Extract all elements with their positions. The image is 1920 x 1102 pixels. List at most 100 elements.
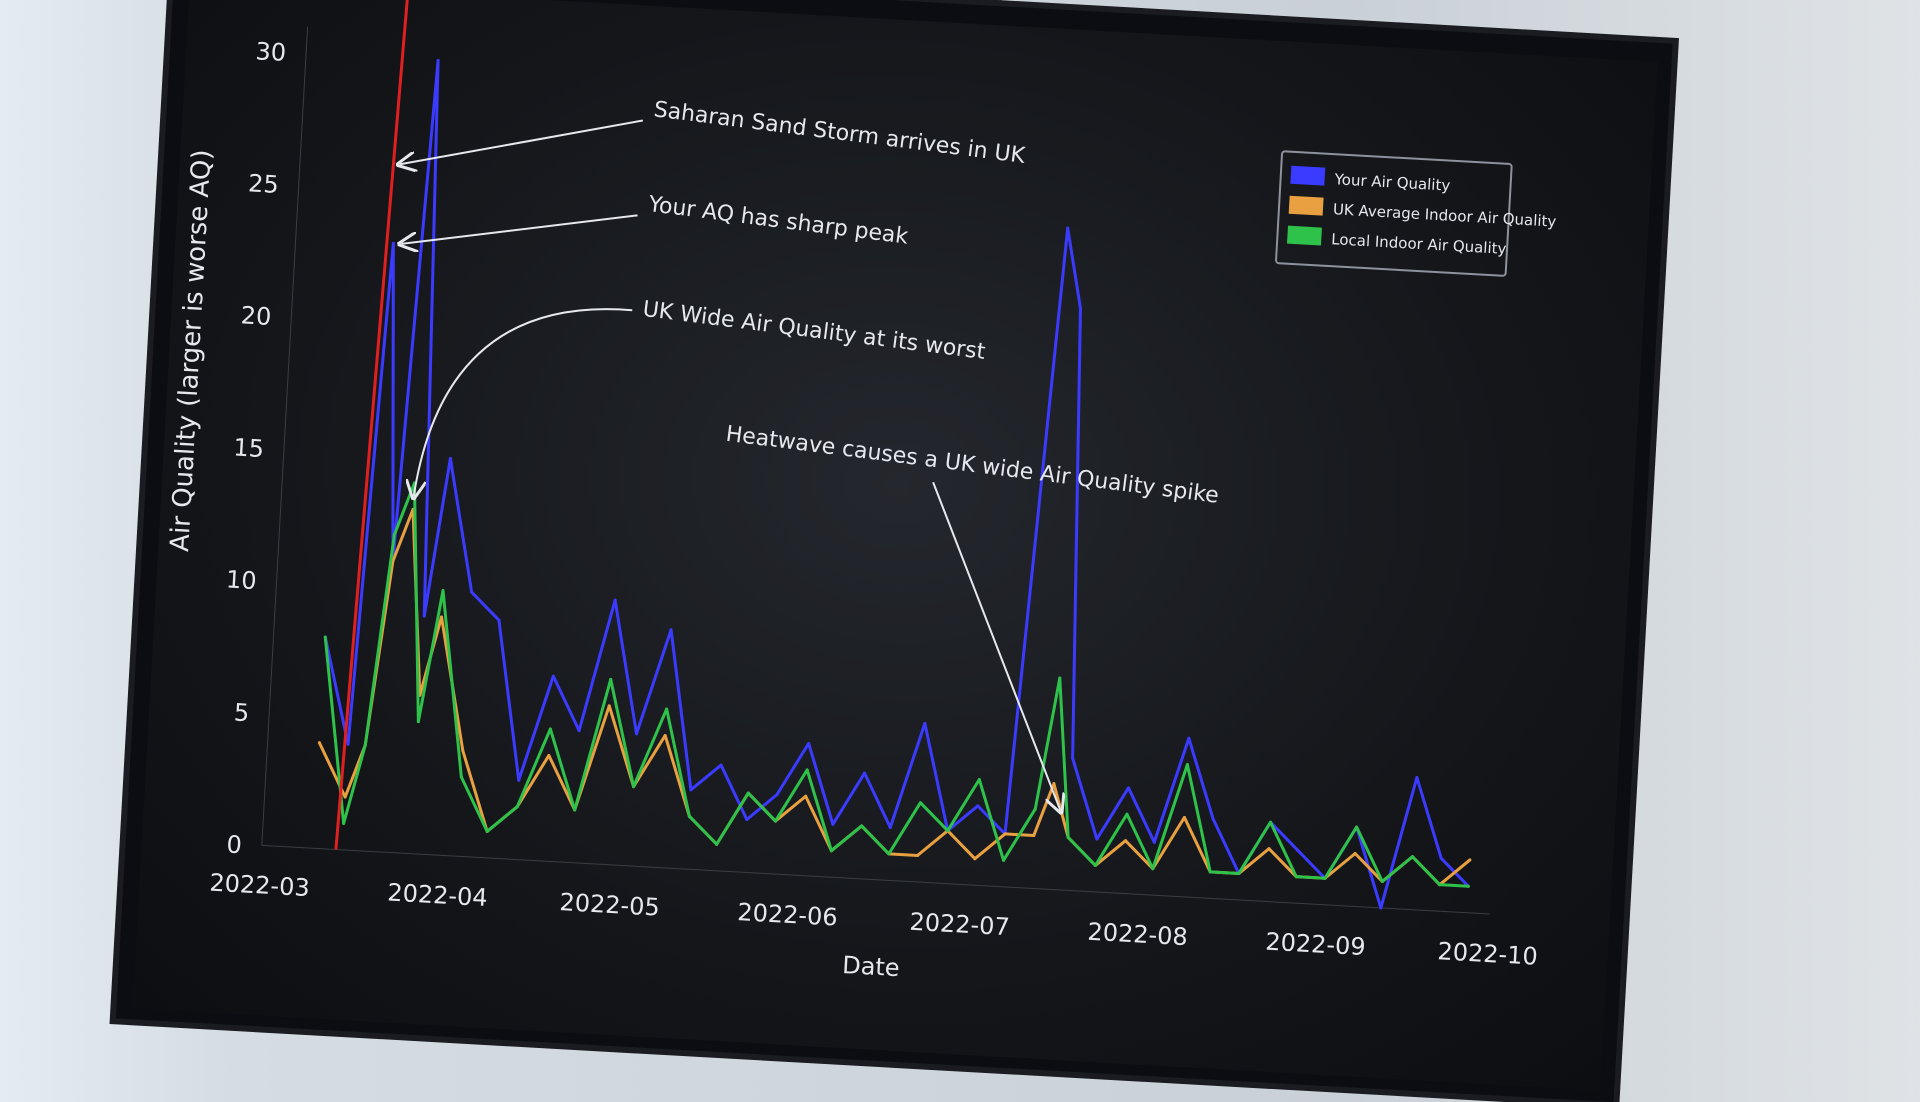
data-point <box>1002 858 1006 862</box>
x-tick-label: 2022-10 <box>1437 937 1539 971</box>
x-axis-label: Date <box>842 951 901 982</box>
data-point <box>607 704 611 708</box>
x-tick-label: 2022-09 <box>1265 928 1367 962</box>
data-point <box>1211 817 1215 821</box>
data-point <box>918 801 922 805</box>
data-point <box>1066 835 1070 839</box>
data-point <box>829 849 833 853</box>
data-point <box>1208 870 1212 874</box>
data-point <box>1182 815 1186 819</box>
annotation-arrow <box>932 481 1078 810</box>
data-point <box>1185 763 1189 767</box>
data-point <box>775 793 779 797</box>
monitor-screen: 0 5 10 15 20 25 30 2022-03 2022-04 2022-05 2022-06… <box>132 0 1658 1091</box>
data-point <box>1296 848 1300 852</box>
data-point <box>915 854 919 858</box>
y-tick-label: 5 <box>233 698 250 727</box>
data-point <box>1410 855 1414 859</box>
data-point <box>343 795 347 799</box>
data-point <box>1438 883 1442 887</box>
x-axis <box>261 844 1490 915</box>
data-point <box>807 741 811 745</box>
data-point <box>577 729 581 733</box>
legend-box <box>1275 150 1513 277</box>
data-point <box>632 785 636 789</box>
data-point <box>715 842 719 846</box>
legend-swatch <box>1290 165 1326 186</box>
data-point <box>1353 851 1357 855</box>
data-point <box>422 614 426 618</box>
data-point <box>1071 756 1075 760</box>
data-point <box>1237 871 1241 875</box>
data-point <box>1267 847 1271 851</box>
data-point <box>1125 812 1129 816</box>
data-point <box>346 742 350 746</box>
y-tick-label: 15 <box>233 433 265 463</box>
legend-label: UK Average Indoor Air Quality <box>1332 200 1556 230</box>
data-point <box>1033 807 1037 811</box>
data-point <box>1078 306 1082 310</box>
data-point <box>1127 786 1131 790</box>
air-quality-chart: 0 5 10 15 20 25 30 2022-03 2022-04 2022-05 2022-06… <box>165 0 1557 982</box>
data-point <box>497 618 501 622</box>
data-point <box>860 824 864 828</box>
x-tick-label: 2022-07 <box>909 908 1011 942</box>
data-point <box>946 829 950 833</box>
data-point <box>342 821 346 825</box>
data-point <box>440 615 444 619</box>
data-point <box>392 533 396 537</box>
annotation-arrow <box>414 308 633 507</box>
data-point <box>746 791 750 795</box>
annotation-text: UK Wide Air Quality at its worst <box>641 297 987 365</box>
legend-swatch <box>1288 195 1324 216</box>
data-point <box>1269 820 1273 824</box>
legend-label: Your Air Quality <box>1333 170 1451 194</box>
data-point <box>689 788 693 792</box>
data-point <box>973 857 977 861</box>
y-tick-label: 20 <box>240 301 272 331</box>
data-point <box>515 805 519 809</box>
data-point <box>436 58 440 62</box>
data-point <box>663 733 667 737</box>
data-point <box>609 677 613 681</box>
series-line-3 <box>323 481 1469 888</box>
data-point <box>665 707 669 711</box>
data-point <box>1152 840 1156 844</box>
data-point <box>548 727 552 731</box>
data-point <box>1294 875 1298 879</box>
data-point <box>1380 880 1384 884</box>
data-point <box>1066 226 1070 230</box>
y-tick-label: 30 <box>255 37 287 67</box>
data-point <box>1124 839 1128 843</box>
data-point <box>573 808 577 812</box>
sand-storm-marker-line <box>334 0 410 850</box>
data-point <box>1187 736 1191 740</box>
annotation-text: Your AQ has sharp peak <box>646 192 910 250</box>
y-axis <box>261 26 309 846</box>
data-point <box>485 829 489 833</box>
data-point <box>719 763 723 767</box>
x-tick-label: 2022-06 <box>737 898 839 932</box>
data-point <box>774 819 778 823</box>
data-point <box>745 817 749 821</box>
data-point <box>1003 832 1007 836</box>
annotation-text: Heatwave causes a UK wide Air Quality sp… <box>724 422 1220 509</box>
data-point <box>363 743 367 747</box>
data-point <box>448 457 452 461</box>
data-point <box>416 720 420 724</box>
data-point <box>1151 867 1155 871</box>
data-point <box>977 778 981 782</box>
data-point <box>1093 863 1097 867</box>
data-point <box>1058 676 1062 680</box>
data-point <box>1379 906 1383 910</box>
data-point <box>863 771 867 775</box>
y-tick-label: 10 <box>225 565 257 595</box>
data-point <box>317 741 321 745</box>
series-line-1 <box>323 58 1470 910</box>
data-point <box>1032 834 1036 838</box>
y-tick-label: 0 <box>226 830 243 859</box>
data-point <box>551 674 555 678</box>
data-point <box>461 749 465 753</box>
data-point <box>831 822 835 826</box>
data-point <box>669 628 673 632</box>
